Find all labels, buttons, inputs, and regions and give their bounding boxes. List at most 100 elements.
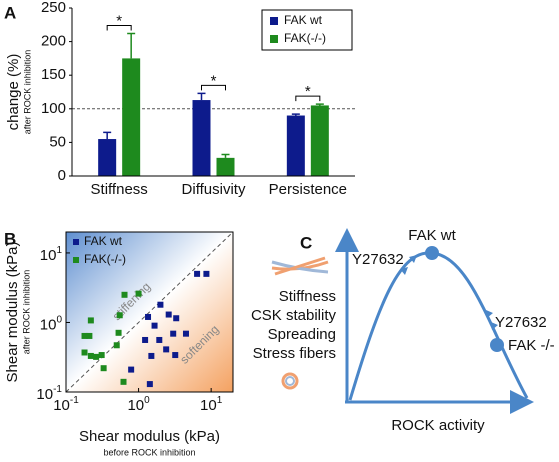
tick-base: 10	[53, 397, 70, 414]
legend-box	[261, 9, 353, 51]
bar	[286, 115, 305, 176]
y-axis-sublabel: after ROCK inhibition	[21, 270, 31, 355]
point	[145, 313, 152, 320]
legend-label: FAK wt	[284, 13, 323, 27]
treatment-label: Y27632	[495, 314, 547, 331]
x-axis-sublabel: before ROCK inhibition	[103, 447, 195, 457]
state-dot	[490, 338, 504, 352]
error-bar	[291, 113, 300, 116]
point	[93, 353, 100, 360]
x-tick-label: Stiffness	[91, 181, 148, 198]
state-dot	[425, 246, 439, 260]
point	[87, 352, 94, 359]
point	[86, 332, 93, 339]
x-tick-label: 101	[200, 395, 223, 414]
legend-label: FAK(-/-)	[84, 252, 126, 266]
tick-base: 10	[40, 316, 57, 333]
x-axis-label: Shear modulus (kPa)	[79, 428, 220, 445]
point	[173, 315, 180, 322]
legend-label: FAK wt	[84, 234, 123, 248]
point	[87, 317, 94, 324]
legend-marker	[270, 17, 278, 25]
point	[203, 270, 210, 277]
property-label: Stress fibers	[253, 345, 336, 362]
point	[182, 330, 189, 337]
error-bar	[103, 131, 112, 140]
point	[116, 312, 123, 319]
point	[172, 352, 179, 359]
significance-bracket	[201, 84, 226, 91]
y-tick-label: 10-1	[36, 384, 62, 403]
x-tick-label: 100	[127, 395, 150, 414]
error-bar	[315, 103, 324, 106]
point-label: FAK wt	[408, 227, 456, 244]
y-tick-label: 100	[40, 314, 63, 333]
y-axis-label: Shear modulus (kPa)	[4, 242, 21, 383]
axes	[71, 8, 355, 177]
tick-exponent: 1	[217, 395, 223, 406]
legend-marker	[73, 257, 79, 263]
significance-bracket	[106, 25, 132, 31]
error-bar	[197, 92, 206, 101]
cell-icon	[281, 372, 299, 390]
bar	[216, 157, 235, 176]
tick-exponent: 0	[56, 314, 62, 325]
tick-exponent: 0	[144, 395, 150, 406]
tick-exponent: -1	[70, 395, 79, 406]
significance-star: *	[305, 83, 311, 100]
property-label: Spreading	[268, 326, 336, 343]
point	[146, 381, 153, 388]
x-tick-label: 10-1	[53, 395, 79, 414]
y-tick-label: 200	[41, 33, 66, 50]
bar	[122, 58, 141, 176]
point	[100, 365, 107, 372]
bar	[192, 100, 211, 176]
panel-label: A	[4, 3, 16, 22]
identity-line	[65, 231, 234, 393]
legend-marker	[270, 35, 278, 43]
y-axis-label: change (%)	[5, 54, 22, 131]
property-label: CSK stability	[251, 307, 337, 324]
legend-label: FAK(-/-)	[284, 31, 326, 45]
point	[165, 311, 172, 318]
y-axis-sublabel: after ROCK inhibition	[22, 50, 32, 135]
x-tick-label: Persistence	[269, 181, 347, 198]
point	[81, 332, 88, 339]
point	[128, 366, 135, 373]
point	[120, 378, 127, 385]
panel-label: C	[300, 233, 312, 252]
x-axis-label: ROCK activity	[391, 417, 485, 434]
point	[81, 349, 88, 356]
tick-exponent: -1	[53, 384, 62, 395]
cell-icon	[285, 376, 295, 386]
significance-star: *	[116, 13, 122, 30]
point	[142, 336, 149, 343]
panel-label: B	[4, 229, 16, 248]
treatment-label: Y27632	[352, 251, 404, 268]
point-label: FAK -/-	[508, 337, 555, 354]
y-tick-label: 0	[58, 167, 66, 184]
point	[135, 290, 142, 297]
tick-base: 10	[200, 397, 217, 414]
y-tick-label: 100	[41, 100, 66, 117]
plot-frame	[65, 231, 234, 393]
point	[157, 301, 164, 308]
significance-star: *	[211, 72, 217, 89]
y-tick-label: 101	[40, 245, 63, 264]
point	[98, 352, 105, 359]
point	[151, 322, 158, 329]
point	[156, 336, 163, 343]
significance-bracket	[295, 95, 321, 102]
arrows	[400, 255, 498, 330]
fiber-icon	[271, 256, 329, 276]
panel-c: C FAK wt FAK -/- Y27632 Y27632 Stiffness…	[251, 227, 555, 434]
x-tick-label: Diffusivity	[182, 181, 246, 198]
error-bar	[221, 153, 230, 158]
y-tick-label: 250	[41, 0, 66, 16]
tick-base: 10	[127, 397, 144, 414]
property-label: Stiffness	[279, 288, 336, 305]
tick-base: 10	[40, 247, 57, 264]
